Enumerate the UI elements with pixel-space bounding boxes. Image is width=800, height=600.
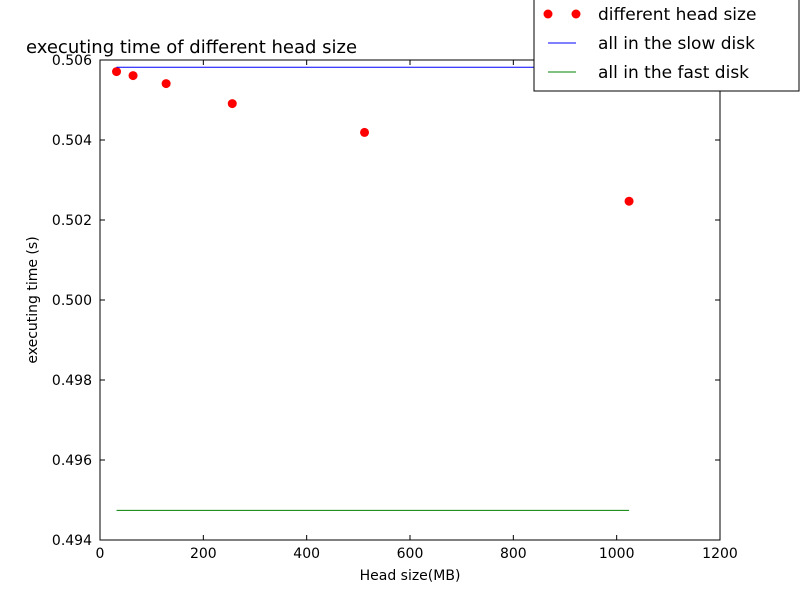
y-tick-label-6: 0.506 bbox=[52, 53, 92, 69]
y-axis: 0.494 0.496 0.498 0.500 0.502 0.504 0.506 bbox=[52, 53, 720, 549]
x-tick-label-0: 0 bbox=[96, 546, 105, 562]
y-tick-label-5: 0.504 bbox=[52, 133, 92, 149]
x-tick-label-5: 1000 bbox=[599, 546, 635, 562]
data-point-0-1 bbox=[128, 71, 138, 81]
y-tick-label-4: 0.502 bbox=[52, 213, 92, 229]
data-point-0-3 bbox=[227, 99, 237, 109]
x-tick-label-6: 1200 bbox=[702, 546, 738, 562]
data-point-0-4 bbox=[360, 127, 370, 137]
legend: different head size all in the slow disk a… bbox=[533, 0, 800, 92]
y-tick-label-1: 0.496 bbox=[52, 453, 92, 469]
y-tick-label-3: 0.500 bbox=[52, 293, 92, 309]
x-tick-label-1: 200 bbox=[190, 546, 217, 562]
x-tick-label-4: 800 bbox=[500, 546, 527, 562]
chart-title: executing time of different head size bbox=[26, 37, 357, 58]
legend-swatch-0-b bbox=[571, 9, 581, 19]
y-tick-label-0: 0.494 bbox=[52, 533, 92, 549]
y-tick-label-2: 0.498 bbox=[52, 373, 92, 389]
data-point-0-0 bbox=[112, 67, 122, 77]
data-point-0-2 bbox=[161, 79, 171, 89]
plot-area bbox=[112, 66, 634, 511]
data-point-0-5 bbox=[624, 196, 634, 206]
legend-label-1: all in the slow disk bbox=[598, 34, 755, 54]
x-axis: 0 200 400 600 800 1000 1200 bbox=[96, 60, 738, 562]
x-axis-label: Head size(MB) bbox=[360, 568, 461, 584]
legend-label-2: all in the fast disk bbox=[598, 63, 749, 83]
legend-label-0: different head size bbox=[598, 5, 756, 25]
legend-swatch-0-a bbox=[543, 9, 553, 19]
x-tick-label-3: 600 bbox=[397, 546, 424, 562]
x-tick-label-2: 400 bbox=[293, 546, 320, 562]
y-axis-label: executing time (s) bbox=[25, 236, 41, 363]
